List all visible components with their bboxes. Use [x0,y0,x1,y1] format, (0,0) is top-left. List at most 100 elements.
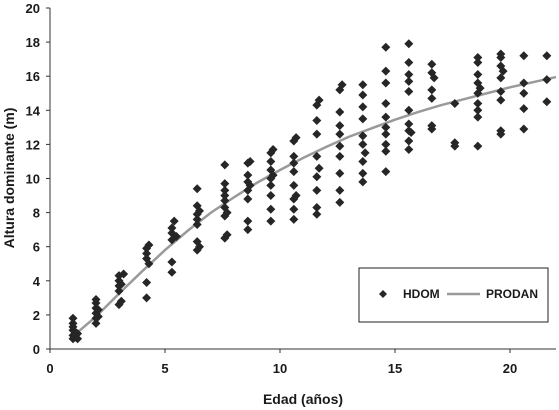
hdom-point [245,180,255,190]
hdom-point [312,151,322,161]
legend-hdom-label: HDOM [403,287,440,301]
hdom-point [404,87,414,97]
hdom-point [404,119,414,129]
hdom-point [360,148,370,158]
hdom-point [144,259,154,269]
hdom-point [68,318,78,328]
hdom-point [404,145,414,155]
hdom-point [142,249,152,259]
hdom-point [358,156,368,166]
hdom-point [312,172,322,182]
y-tick-label: 4 [33,274,41,289]
hdom-point [142,278,152,288]
hdom-point [358,80,368,90]
hdom-point [519,51,529,61]
hdom-point [289,167,299,177]
hdom-point [335,129,345,139]
hdom-point [142,293,152,303]
hdom-point [381,42,391,52]
hdom-point [73,329,83,339]
hdom-point [289,158,299,168]
y-axis-label: Altura dominante (m) [1,108,17,249]
hdom-point [289,204,299,214]
hdom-point [289,180,299,190]
y-tick-label: 14 [26,103,41,118]
hdom-point [519,124,529,134]
x-tick-label: 15 [388,361,402,376]
hdom-point [542,51,552,61]
hdom-point [266,216,276,226]
hdom-point [519,78,529,88]
hdom-point [220,196,230,206]
hdom-point [116,296,126,306]
hdom-point [496,95,506,105]
hdom-point [475,83,485,93]
hdom-point [220,179,230,189]
hdom-point [358,168,368,178]
hdom-point [144,240,154,250]
hdom-point [381,112,391,122]
hdom-point [266,204,276,214]
hdom-point [167,257,177,267]
y-tick-label: 18 [26,35,40,50]
x-tick-label: 5 [161,361,168,376]
hdom-point [222,230,232,240]
prodan-curve [72,75,557,338]
hdom-point [381,98,391,108]
hdom-point [404,39,414,49]
hdom-point [172,231,181,241]
hdom-point [358,102,368,112]
hdom-point [312,129,322,139]
y-tick-label: 2 [33,308,40,323]
hdom-point [289,214,299,224]
hdom-point [114,286,124,296]
hdom-point [266,191,276,201]
hdom-point [289,151,299,161]
legend-hdom-marker [379,290,387,298]
hdom-point [93,305,103,315]
hdom-point [268,170,278,180]
y-tick-label: 16 [26,69,40,84]
hdom-point [266,156,276,166]
hdom-point [243,225,253,235]
hdom-point [245,156,255,166]
hdom-point [381,167,391,177]
hdom-point [496,87,506,97]
hdom-point [450,138,460,148]
hdom-point [542,75,552,85]
hdom-point [222,208,232,218]
hdom-point [542,97,552,107]
y-tick-label: 0 [33,342,40,357]
hdom-point [406,127,416,137]
hdom-point [335,197,345,207]
hdom-point [195,242,204,252]
hdom-point [312,202,322,212]
hdom-point [473,141,483,151]
hdom-point [243,170,253,180]
hdom-point [381,139,391,149]
hdom-point [404,58,414,68]
hdom-point [335,168,345,178]
hdom-point [473,58,483,68]
hdom-point [68,313,78,323]
hdom-point [243,216,253,226]
hdom-point [169,216,179,226]
hdom-point [335,141,345,151]
hdom-points-layer [68,39,552,344]
hdom-point [381,66,391,76]
x-axis-label: Edad (años) [263,391,343,407]
hdom-point [450,98,460,108]
hdom-point [427,121,437,131]
hdom-point [220,191,230,201]
hdom-point [519,88,529,98]
prodan-curve-layer [72,75,557,338]
hdom-point [429,73,439,83]
hdom-point [291,133,301,143]
hdom-point [167,267,177,277]
hdom-point [220,160,230,170]
hdom-point [116,279,126,289]
y-tick-label: 6 [33,240,40,255]
y-tick-label: 10 [26,172,40,187]
x-axis-ticks: 0 5 10 15 20 [46,349,517,376]
